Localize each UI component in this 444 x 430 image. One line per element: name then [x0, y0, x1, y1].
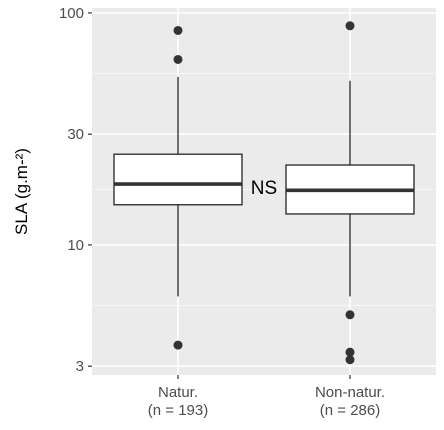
annotation-ns: NS: [251, 178, 277, 199]
outlier-point: [173, 25, 183, 35]
box-2: [285, 21, 415, 365]
y-tick-label: 30: [67, 126, 84, 143]
y-tick-label: 10: [67, 237, 84, 254]
x-tick-label: Non-natur.: [315, 384, 385, 401]
box-1: [113, 25, 243, 350]
outlier-point: [345, 347, 355, 357]
y-tick-label: 100: [59, 5, 84, 22]
x-tick-sublabel: (n = 193): [148, 402, 208, 419]
x-tick-label: Natur.: [158, 384, 198, 401]
x-axis: Natur.(n = 193) Non-natur.(n = 286): [148, 375, 385, 419]
y-tick-label: 3: [76, 358, 84, 375]
y-axis: 3 10 30 100: [59, 5, 92, 375]
box-iqr: [113, 153, 243, 206]
outlier-point: [345, 21, 355, 31]
x-tick-sublabel: (n = 286): [320, 402, 380, 419]
outlier-point: [345, 310, 355, 320]
y-axis-title: SLA (g.m-²): [12, 148, 31, 235]
boxes-layer: [113, 21, 415, 365]
outlier-point: [173, 54, 183, 64]
outlier-point: [345, 355, 355, 365]
outlier-point: [173, 340, 183, 350]
